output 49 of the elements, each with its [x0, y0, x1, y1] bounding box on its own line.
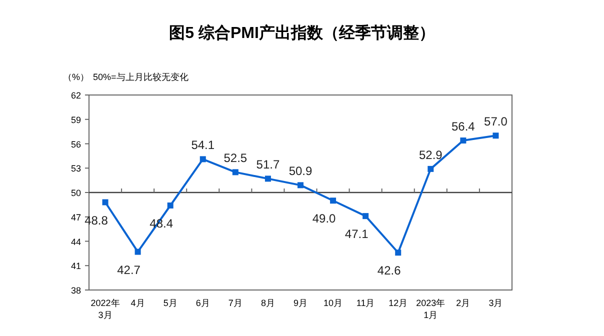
x-tick-label: 2023年 1月 — [416, 298, 446, 320]
y-tick-label: 59 — [70, 114, 81, 125]
point — [298, 182, 304, 188]
y-tick-label: 41 — [70, 261, 81, 272]
point — [102, 199, 108, 206]
y-tick-label: 50 — [70, 188, 81, 198]
point — [232, 169, 238, 176]
data-label: 42.6 — [377, 264, 402, 278]
y-tick-label: 47 — [70, 212, 81, 222]
data-label: 56.4 — [452, 120, 476, 134]
data-label: 57.0 — [484, 114, 508, 129]
point — [362, 213, 369, 220]
text: 50%=与上月比较无变化 — [93, 72, 188, 82]
y-tick-label: 53 — [70, 164, 81, 174]
x-tick-label: 7月 — [228, 298, 242, 308]
data-label: 42.7 — [117, 262, 141, 277]
point — [428, 166, 434, 172]
x-tick-label: 5月 — [163, 298, 178, 308]
point — [395, 250, 402, 256]
x-tick-label: 3月 — [488, 298, 503, 308]
point — [492, 132, 499, 139]
y-tick-label: 38 — [70, 286, 81, 296]
x-tick-label: 2月 — [456, 298, 470, 308]
point — [330, 198, 336, 204]
point — [134, 248, 141, 255]
data-label: 52.5 — [224, 151, 248, 166]
point — [460, 138, 466, 144]
point — [200, 156, 206, 162]
data-label: 52.9 — [418, 148, 443, 162]
x-tick-label: 10月 — [324, 298, 343, 308]
y-tick-label: 44 — [70, 236, 81, 247]
data-label: 54.1 — [191, 138, 215, 152]
y-tick-label: 56 — [70, 139, 81, 150]
x-tick-label: 2022年 3月 — [90, 298, 120, 320]
data-label: 47.1 — [344, 227, 369, 242]
x-tick-label: 4月 — [130, 298, 145, 308]
chart-title: 图5 综合PMI产出指数（经季节调整） — [169, 24, 435, 42]
data-label: 51.7 — [256, 158, 280, 172]
y-tick-label: 62 — [70, 90, 81, 100]
point — [167, 202, 174, 208]
x-tick-label: 6月 — [196, 298, 210, 308]
x-tick-label: 12月 — [388, 298, 408, 308]
x-tick-label: 8月 — [260, 298, 275, 308]
x-tick-label: 9月 — [293, 298, 308, 308]
x-tick-label: 11月 — [356, 298, 375, 308]
data-label: 49.0 — [312, 212, 336, 226]
y-axis-title: （%） — [63, 72, 90, 82]
data-label: 50.9 — [288, 164, 312, 178]
point — [264, 176, 271, 182]
